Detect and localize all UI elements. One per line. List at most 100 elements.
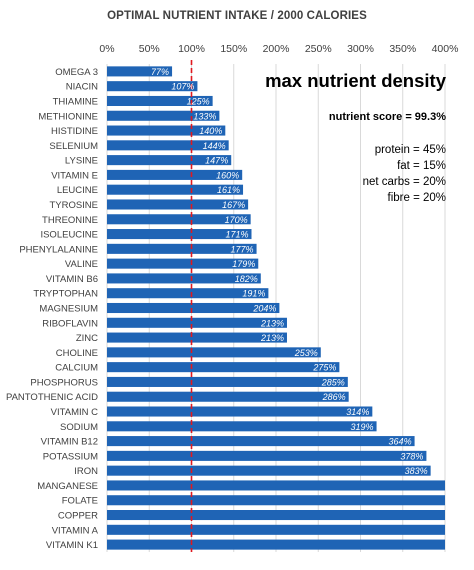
data-label: 77%	[151, 67, 169, 77]
data-label: 213%	[260, 318, 284, 328]
data-label: 107%	[171, 82, 194, 92]
bar	[107, 288, 269, 299]
bar	[107, 258, 259, 269]
annotation-macros: protein = 45% fat = 15% net carbs = 20% …	[363, 142, 446, 206]
data-label: 182%	[235, 274, 258, 284]
category-label: SODIUM	[60, 422, 98, 433]
category-label: VALINE	[65, 259, 98, 270]
chart-title: OPTIMAL NUTRIENT INTAKE / 2000 CALORIES	[107, 10, 367, 22]
category-label: VITAMIN K1	[46, 540, 98, 551]
bar	[107, 391, 349, 402]
data-label: 160%	[216, 170, 239, 180]
category-label: ZINC	[76, 333, 98, 344]
category-label: LEUCINE	[57, 185, 98, 196]
bar	[107, 229, 252, 240]
bar	[107, 362, 340, 373]
bar	[107, 214, 251, 225]
macro-protein: protein = 45%	[374, 144, 446, 156]
data-label: 378%	[400, 451, 423, 461]
data-label: 179%	[232, 259, 255, 269]
bar	[107, 243, 257, 254]
data-label: 125%	[187, 96, 210, 106]
category-label: CHOLINE	[56, 348, 98, 359]
x-tick-label: 250%	[305, 43, 332, 55]
category-label: CALCIUM	[55, 363, 98, 374]
category-label: SELENIUM	[49, 141, 98, 152]
category-label: PANTOTHENIC ACID	[6, 392, 98, 403]
data-label: 167%	[222, 200, 245, 210]
macro-net-carbs: net carbs = 20%	[362, 176, 446, 188]
annotation-score: nutrient score = 99.3%	[328, 111, 446, 123]
category-label: OMEGA 3	[55, 67, 98, 78]
data-label: 286%	[322, 392, 346, 402]
bar	[107, 465, 431, 476]
category-label: POTASSIUM	[43, 451, 98, 462]
bar	[107, 376, 348, 387]
bar	[107, 66, 173, 77]
bar	[107, 332, 287, 343]
bar	[107, 81, 198, 92]
data-label: 191%	[242, 289, 265, 299]
category-label: PHOSPHORUS	[30, 377, 98, 388]
category-label: TRYPTOPHAN	[33, 289, 98, 300]
x-tick-label: 100%	[178, 43, 205, 55]
category-label: VITAMIN E	[51, 170, 98, 181]
bar	[107, 510, 445, 521]
bar	[107, 436, 415, 447]
x-tick-label: 400%	[432, 43, 459, 55]
category-label: VITAMIN C	[51, 407, 98, 418]
data-label: 314%	[346, 407, 369, 417]
bar	[107, 125, 226, 136]
bar	[107, 184, 244, 195]
data-label: 133%	[193, 111, 216, 121]
bar	[107, 95, 213, 106]
x-tick-label: 200%	[263, 43, 290, 55]
bar	[107, 169, 243, 180]
category-label: FOLATE	[62, 496, 98, 507]
category-label: TYROSINE	[49, 200, 98, 211]
bar	[107, 421, 377, 432]
x-tick-label: 350%	[389, 43, 416, 55]
bar	[107, 155, 232, 166]
data-label: 213%	[260, 333, 284, 343]
x-tick-label: 0%	[99, 43, 114, 55]
data-label: 364%	[389, 437, 412, 447]
category-label: NIACIN	[66, 82, 98, 93]
category-label: MANGANESE	[37, 481, 98, 492]
data-label: 170%	[225, 215, 248, 225]
bar	[107, 539, 445, 550]
category-label: PHENYLALANINE	[19, 244, 98, 255]
x-tick-label: 50%	[139, 43, 160, 55]
bar	[107, 317, 287, 328]
bar	[107, 524, 445, 535]
data-label: 285%	[321, 377, 345, 387]
bar	[107, 406, 373, 417]
bar	[107, 480, 445, 491]
bar	[107, 273, 261, 284]
data-label: 275%	[312, 363, 336, 373]
category-label: HISTIDINE	[51, 126, 98, 137]
data-label: 147%	[205, 156, 228, 166]
data-label: 204%	[252, 304, 276, 314]
data-label: 144%	[203, 141, 226, 151]
category-label: VITAMIN B6	[46, 274, 98, 285]
x-tick-label: 300%	[347, 43, 374, 55]
category-label: METHIONINE	[38, 111, 98, 122]
category-label: ISOLEUCINE	[40, 230, 98, 241]
data-label: 319%	[351, 422, 374, 432]
category-label: THIAMINE	[53, 96, 98, 107]
bar	[107, 450, 427, 461]
category-label: LYSINE	[65, 156, 98, 167]
bar	[107, 110, 220, 121]
data-label: 140%	[199, 126, 222, 136]
category-label: COPPER	[58, 511, 98, 522]
bar	[107, 140, 229, 151]
category-label: VITAMIN A	[52, 525, 99, 536]
macro-fat: fat = 15%	[397, 160, 446, 172]
data-label: 171%	[225, 230, 248, 240]
bar	[107, 199, 249, 210]
category-label: RIBOFLAVIN	[42, 318, 98, 329]
bar	[107, 347, 321, 358]
category-label: THREONINE	[42, 215, 98, 226]
